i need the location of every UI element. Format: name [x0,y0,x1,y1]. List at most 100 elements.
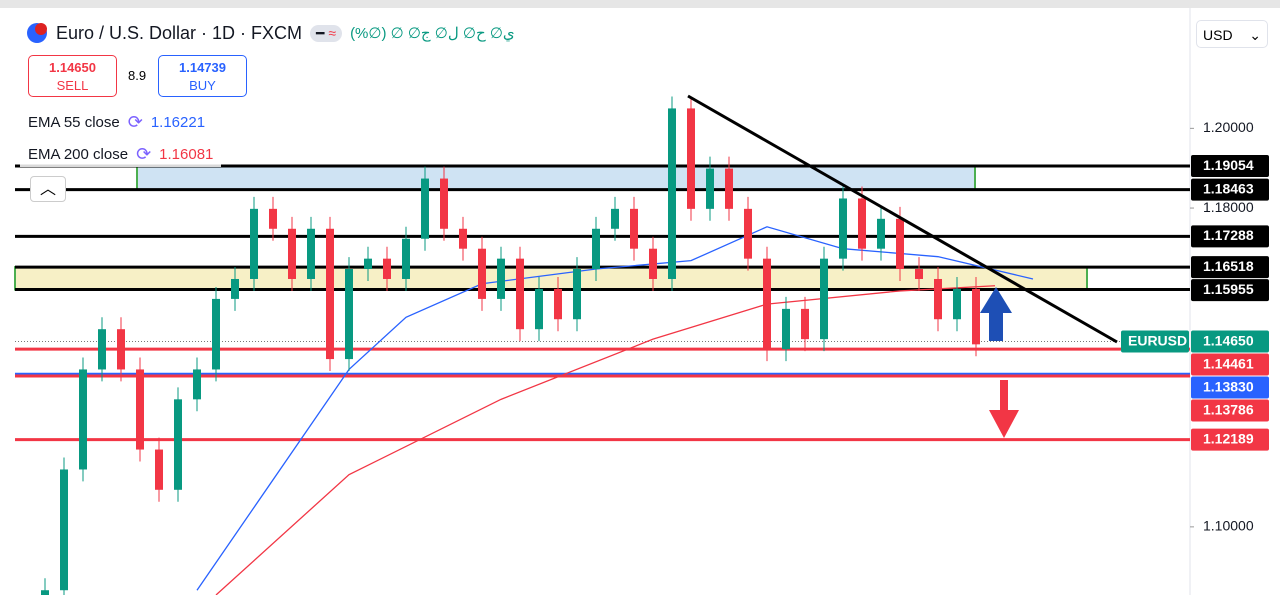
top-bar [0,0,1280,8]
price-label-box [1191,428,1269,451]
candle-body [383,258,391,279]
indicator-value: 1.16221 [150,113,206,131]
price-label-box [1191,399,1269,422]
buy-button[interactable]: 1.14739 BUY [158,55,247,97]
indicator: EMA 200 close ⟳ 1.16081 [20,141,222,167]
up-arrow [980,287,1012,341]
symbol-icon [27,23,47,43]
candle-body [972,288,980,345]
candle-body [554,288,562,320]
indicator-icon: ⟳ [127,111,143,132]
candle-body [288,228,296,279]
price-label-box [1191,330,1269,353]
ema-line [215,285,996,595]
price-label: 1.14650 [1203,332,1254,348]
candle-body [326,228,334,360]
candle-body [345,269,353,360]
ema-line [196,226,1034,591]
candle-body [497,258,505,299]
price-label-box [1191,155,1269,178]
candle-body [668,108,676,279]
price-tick-label: 1.18000 [1203,199,1254,215]
candle-body [478,248,486,299]
price-label: 1.15955 [1203,281,1254,297]
sell-button[interactable]: 1.14650 SELL [28,55,117,97]
candle-body [858,198,866,249]
price-label: 1.19054 [1203,157,1254,173]
currency: USD [1203,27,1233,43]
candle-body [440,178,448,229]
candle-body [535,288,543,330]
candle-body [896,218,904,270]
candle-body [915,269,923,279]
price-tick-label: 1.10000 [1203,518,1254,534]
buy-label: BUY [189,78,216,93]
candle-body [573,269,581,320]
candle-body [212,298,220,370]
candle-body [763,258,771,350]
candle-body [307,228,315,279]
price-label: 1.14461 [1203,355,1254,371]
candle-body [269,208,277,229]
price-label: 1.13786 [1203,401,1254,417]
candle-body [820,258,828,340]
candle-body [630,208,638,249]
candle-body [706,168,714,209]
price-label: 1.16518 [1203,258,1254,274]
price-label-box [1191,376,1269,399]
collapse-button[interactable]: ︿ [30,176,66,202]
price-label: 1.13830 [1203,378,1254,394]
indicator-name: EMA 55 close [28,113,120,131]
candle-body [649,248,657,279]
indicator-icon: ⟳ [136,143,152,164]
price-label: 1.18463 [1203,180,1254,196]
price-label-box [1191,256,1269,279]
chart: 1.20000 1.18000 1.10000 1.19054 1.18463 1.172… [14,8,1269,595]
candle-body [725,168,733,209]
candle-body [231,278,239,299]
price-tick-label: 1.20000 [1203,119,1254,135]
candle-body [782,308,790,350]
indicator-name: EMA 200 close [28,145,129,163]
toggle[interactable]: ━ ≈ [310,24,343,42]
symbol-header: Euro / U.S. Dollar · 1D · FXCM ━ ≈ ي∅ ح∅… [26,22,515,44]
candle-body [136,369,144,450]
symbol-label: EURUSD [1128,332,1187,348]
candle-body [98,329,106,370]
candle-body [744,208,752,259]
spread: 8.9 [128,68,147,83]
price-label: 1.17288 [1203,227,1254,243]
price-label-box [1191,225,1269,248]
down-arrow [989,380,1019,438]
candle-body [421,178,429,239]
candle-body [934,278,942,320]
candle-body [687,108,695,209]
candle-body [953,288,961,320]
candle-body [364,258,372,270]
candle-body [79,369,87,470]
candle-body [250,208,258,279]
price-label-box [1191,353,1269,376]
candle-body [877,218,885,249]
candle-body [117,329,125,370]
price-label: 1.12189 [1203,430,1254,446]
candle-body [193,369,201,400]
sell-price: 1.14650 [49,60,96,75]
candle-body [516,258,524,330]
sell-label: SELL [56,78,89,93]
indicator: EMA 55 close ⟳ 1.16221 [20,109,214,135]
candle-body [839,198,847,259]
zone [14,266,1088,291]
indicator-value: 1.16081 [159,145,214,163]
candle-body [592,228,600,270]
symbol-label-box [1121,330,1189,353]
candle-body [611,208,619,229]
zone [136,165,976,191]
candle-body [60,469,68,591]
candle-body [459,228,467,249]
trend-line [687,94,1118,344]
currency-select[interactable]: USD ⌄ [1196,20,1268,48]
candle-body [174,399,182,490]
symbol-title: Euro / U.S. Dollar · 1D · FXCM [56,22,303,43]
